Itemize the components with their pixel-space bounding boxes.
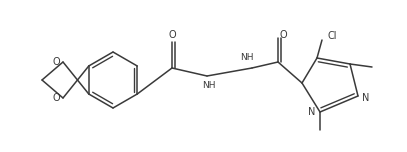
Text: N: N: [362, 93, 370, 103]
Text: N: N: [309, 107, 316, 117]
Text: O: O: [168, 30, 176, 40]
Text: NH: NH: [202, 81, 216, 90]
Text: O: O: [52, 57, 60, 67]
Text: Cl: Cl: [327, 31, 337, 41]
Text: O: O: [279, 30, 287, 40]
Text: NH: NH: [240, 54, 254, 62]
Text: O: O: [52, 93, 60, 103]
